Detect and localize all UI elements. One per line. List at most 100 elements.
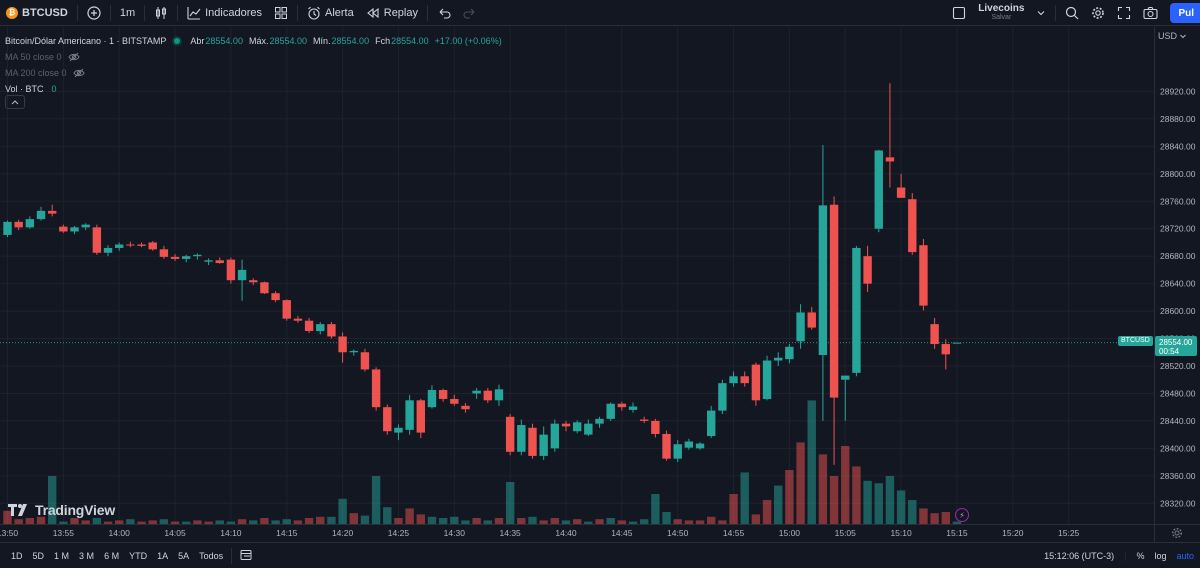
price-tick-label: 28840.00 <box>1160 141 1196 151</box>
eye-off-icon[interactable] <box>67 52 80 62</box>
interval-button[interactable]: 1m <box>114 0 141 26</box>
square-icon <box>953 6 966 20</box>
currency-selector[interactable]: USD <box>1158 31 1187 41</box>
candle-body <box>293 318 303 321</box>
price-chart[interactable]: 28920.00 28880.00 28840.00 28800.00 28760.00… <box>0 27 1200 542</box>
candle-body <box>483 390 493 401</box>
indicators-button[interactable]: Indicadores <box>181 0 268 26</box>
legend-close-label: Fch <box>375 36 391 46</box>
volume-bar <box>226 521 236 524</box>
volume-bar <box>349 513 358 524</box>
toolbar-divider <box>109 4 111 21</box>
candle <box>673 440 682 463</box>
redo-button[interactable] <box>457 0 483 26</box>
legend-high-value: 28554.00 <box>269 36 308 46</box>
range-5y[interactable]: 5A <box>178 550 190 561</box>
price-tick-label: 28400.00 <box>1160 443 1196 453</box>
publish-button[interactable]: Pul <box>1170 3 1200 23</box>
legend-collapse-button[interactable] <box>5 95 25 109</box>
toolbar-divider <box>177 4 179 21</box>
candle-body <box>92 227 102 253</box>
lightning-icon[interactable]: ⚡ <box>955 508 969 522</box>
candle <box>796 304 805 349</box>
time-tick-label: 14:00 <box>109 528 131 538</box>
volume-bar <box>70 518 79 524</box>
candle <box>584 419 593 437</box>
layout-menu-button[interactable] <box>1030 0 1052 26</box>
volume-bar <box>662 512 671 524</box>
replay-button[interactable]: Replay <box>360 0 424 26</box>
volume-bar <box>316 516 325 524</box>
range-5d[interactable]: 5D <box>32 550 45 561</box>
candle-body <box>260 282 269 294</box>
time-scale[interactable]: 13:50 13:55 14:00 14:05 14:10 14:15 14:20 14:25… <box>0 528 1080 538</box>
time-tick-label: 15:05 <box>835 528 857 538</box>
percent-scale-toggle[interactable]: % <box>1136 550 1145 561</box>
volume-bar <box>908 500 917 524</box>
auto-scale-toggle[interactable]: auto <box>1176 550 1194 561</box>
candle <box>92 224 102 255</box>
layout-selector[interactable]: Livecoins Salvar <box>978 4 1024 22</box>
candle-body <box>796 312 805 342</box>
volume-bar <box>505 482 515 524</box>
time-tick-label: 13:55 <box>53 528 75 538</box>
price-tick-label: 28520.00 <box>1160 361 1196 371</box>
candle <box>260 281 269 294</box>
candle-body <box>182 256 191 259</box>
volume-bar <box>14 519 23 524</box>
range-ytd[interactable]: YTD <box>129 550 148 561</box>
clock-timezone[interactable]: 15:12:06 (UTC-3) <box>1044 550 1115 561</box>
candle <box>829 196 839 465</box>
snapshot-button[interactable] <box>1137 0 1164 26</box>
volume-bar <box>304 518 314 524</box>
quick-search-button[interactable] <box>1059 0 1085 26</box>
alert-button[interactable]: Alerta <box>301 0 360 26</box>
candle <box>505 414 515 456</box>
candle-body <box>438 390 448 399</box>
symbol-search-button[interactable]: ₿ BTCUSD <box>0 0 74 26</box>
price-tick-label: 28600.00 <box>1160 306 1196 316</box>
toolbar-divider <box>231 547 233 564</box>
settings-button[interactable] <box>1085 0 1111 26</box>
layout-toggle-checkbox[interactable] <box>946 0 972 26</box>
candle <box>193 253 202 260</box>
candle-body <box>885 157 895 162</box>
volume-bar <box>896 490 906 524</box>
volume-bar <box>807 400 816 524</box>
volume-bar <box>617 520 627 524</box>
tradingview-logo[interactable]: TradingView <box>8 502 115 518</box>
fullscreen-button[interactable] <box>1111 0 1137 26</box>
volume-bar <box>137 521 146 524</box>
range-1y[interactable]: 1A <box>157 550 169 561</box>
legend-volume-row[interactable]: Vol · BTC 0 <box>5 81 508 97</box>
candle <box>863 245 872 292</box>
market-status-dot[interactable] <box>174 38 181 44</box>
legend-ma50-row[interactable]: MA 50 close 0 <box>5 49 508 65</box>
legend-ma200-row[interactable]: MA 200 close 0 <box>5 65 508 81</box>
tradingview-logo-icon <box>8 504 27 516</box>
candle-body <box>450 398 459 404</box>
scale-settings-icon[interactable] <box>1171 527 1183 539</box>
range-1d[interactable]: 1D <box>11 550 23 561</box>
volume-bar <box>472 518 481 524</box>
candle <box>483 387 493 404</box>
candle-body <box>662 433 671 459</box>
templates-button[interactable] <box>268 0 294 26</box>
log-scale-toggle[interactable]: log <box>1154 550 1167 561</box>
range-3m[interactable]: 3 M <box>79 550 95 561</box>
range-1m[interactable]: 1 M <box>54 550 70 561</box>
range-6m[interactable]: 6 M <box>104 550 120 561</box>
range-all[interactable]: Todos <box>199 550 224 561</box>
last-price-value: 28554.00 <box>1159 338 1193 347</box>
compare-symbol-button[interactable] <box>81 0 107 26</box>
undo-button[interactable] <box>431 0 457 26</box>
candle <box>316 322 325 335</box>
chart-type-button[interactable] <box>148 0 174 26</box>
volume-bar <box>282 519 291 524</box>
volume-bar <box>517 518 526 524</box>
go-to-date-button[interactable] <box>235 549 258 563</box>
price-scale[interactable]: 28920.00 28880.00 28840.00 28800.00 28760.00… <box>1160 86 1196 508</box>
candle <box>461 403 470 413</box>
candle-body <box>14 221 23 228</box>
eye-off-icon[interactable] <box>72 68 85 78</box>
